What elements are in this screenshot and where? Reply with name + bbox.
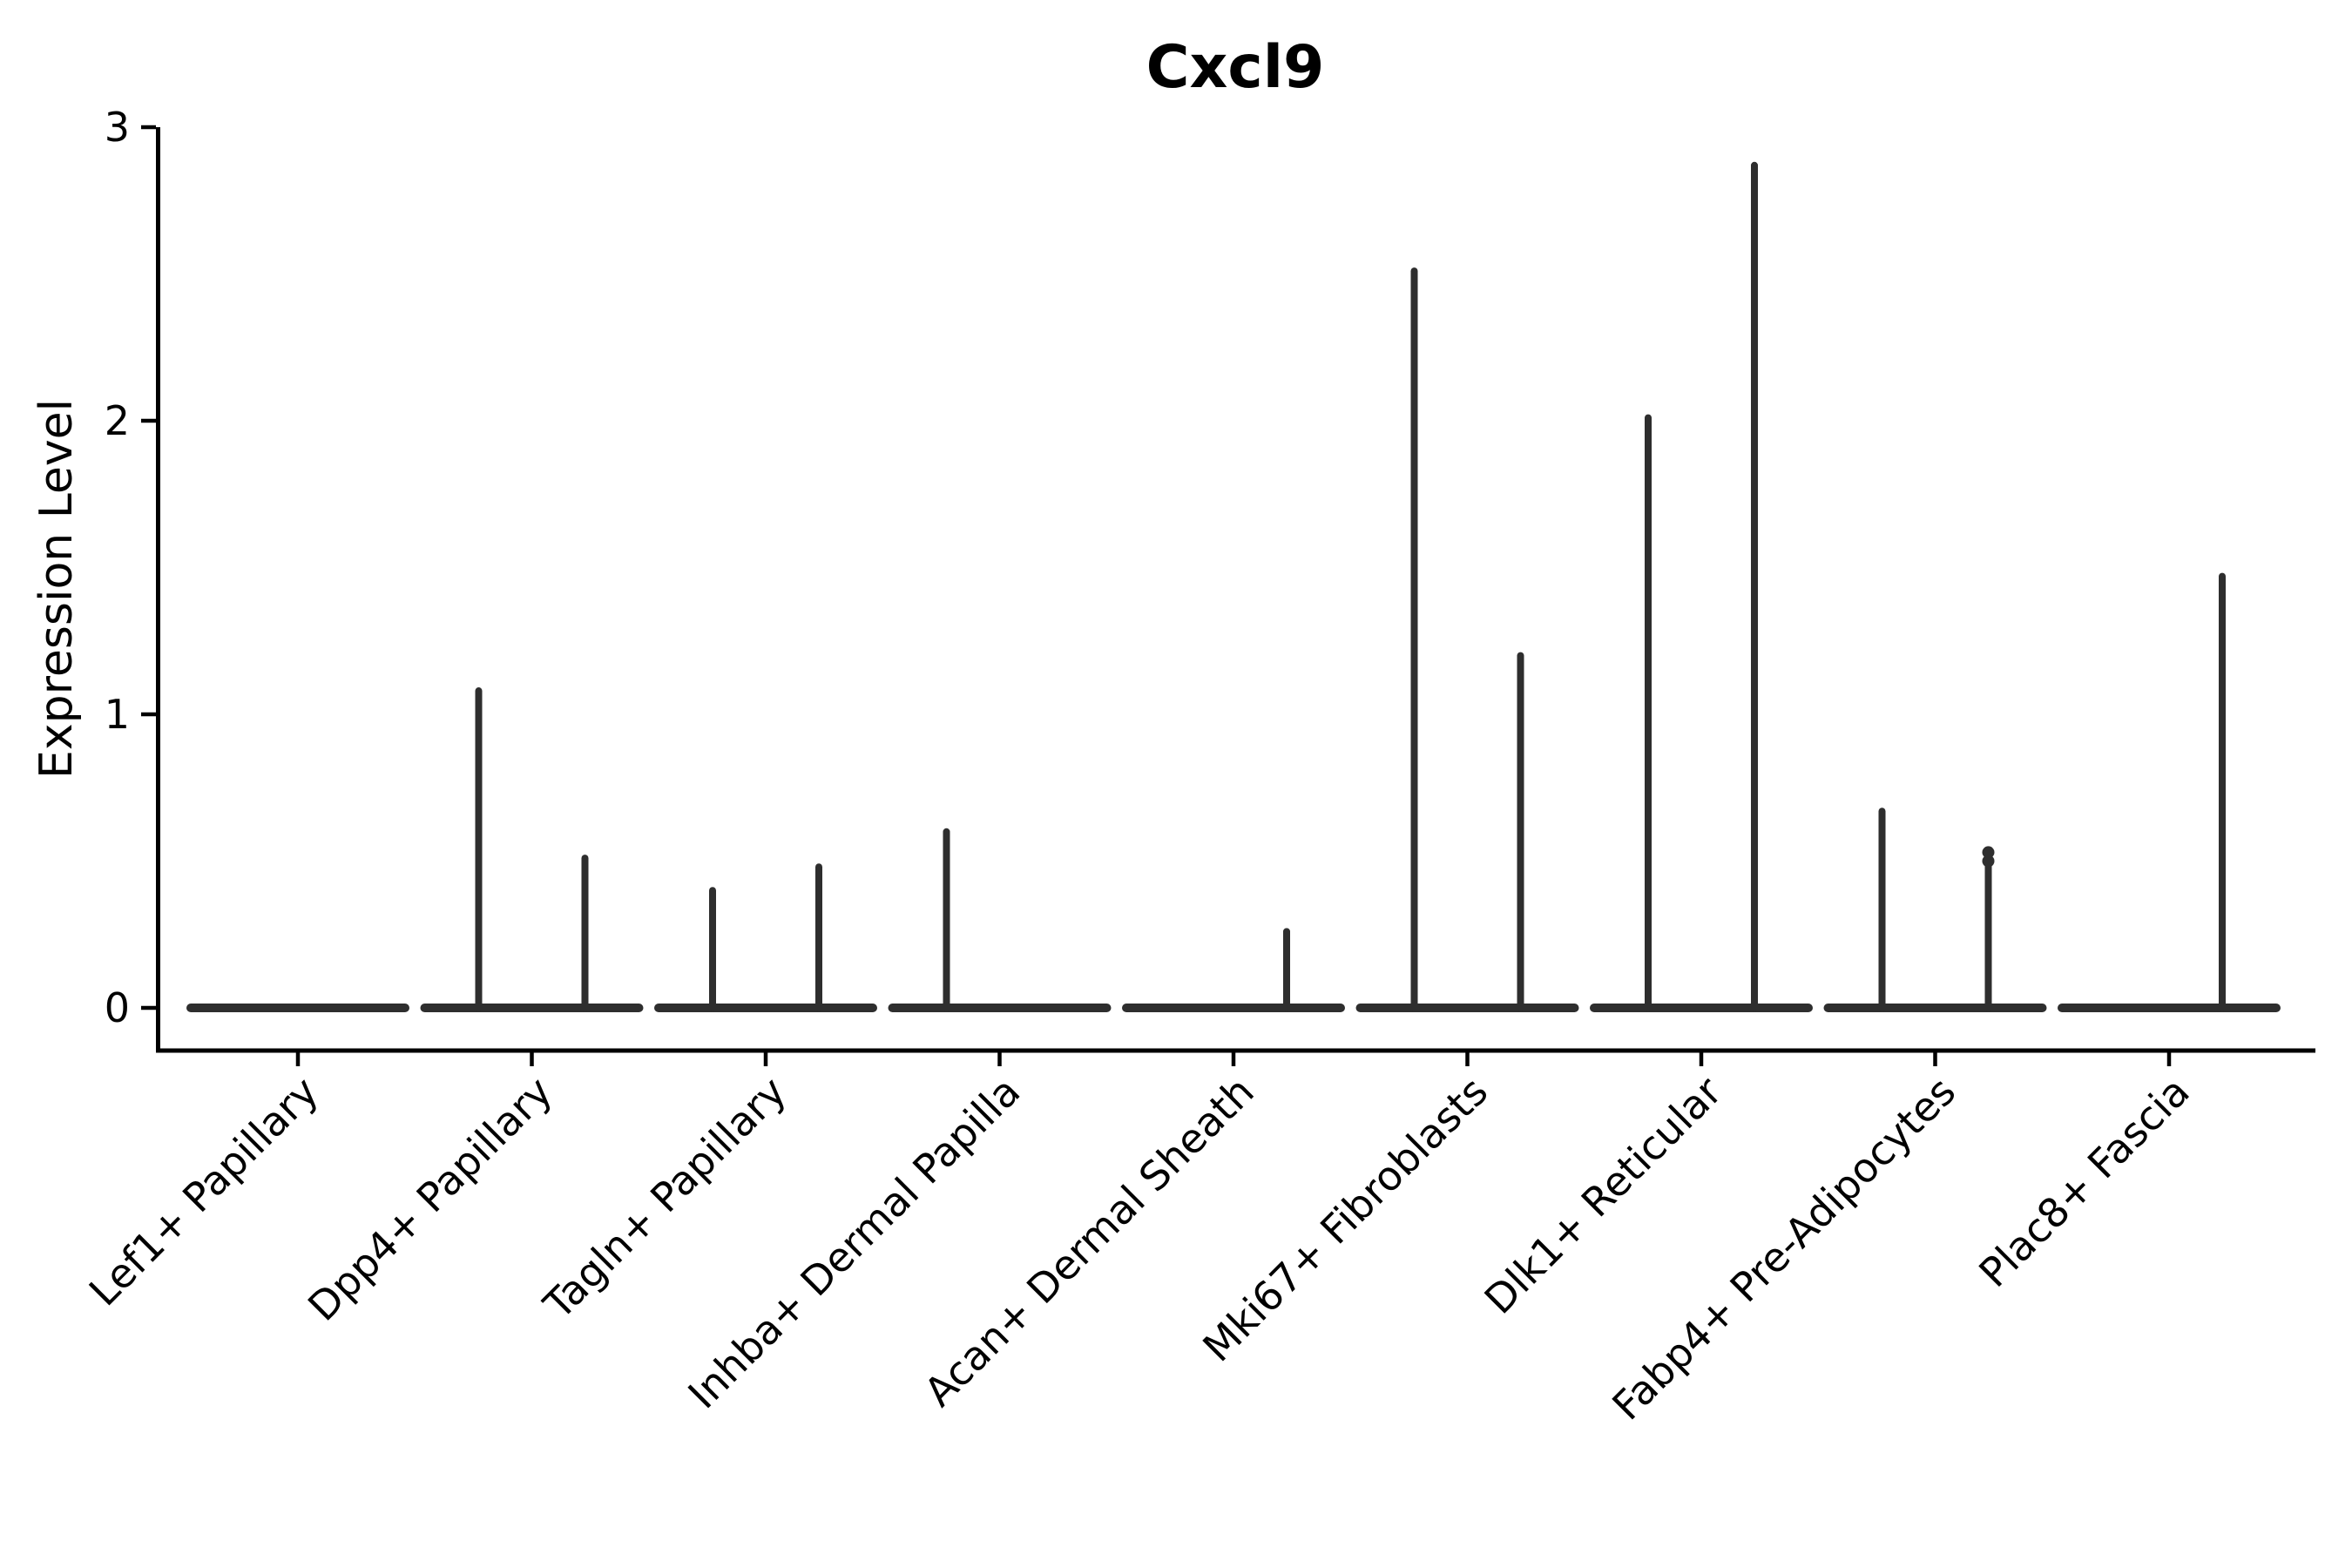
y-tick-label: 0 xyxy=(105,984,130,1031)
violin xyxy=(420,687,644,1012)
x-tick-label: Dpp4+ Papillary xyxy=(299,1068,561,1330)
violin xyxy=(1122,928,1345,1012)
violins xyxy=(186,161,2281,1012)
y-axis-label: Expression Level xyxy=(30,399,83,779)
x-tick-label: Tagln+ Papillary xyxy=(534,1068,795,1329)
chart-title: Cxcl9 xyxy=(1146,33,1325,102)
x-tick-label: Plac8+ Fascia xyxy=(1970,1068,2198,1296)
x-tick-label: Lef1+ Papillary xyxy=(80,1068,328,1315)
violin-spike-bead xyxy=(1982,855,1995,868)
violin xyxy=(1355,267,1579,1012)
y-tick-label: 3 xyxy=(105,104,130,151)
y-tick-label: 1 xyxy=(105,691,130,738)
violin xyxy=(1590,161,1813,1012)
x-tick-label: Dlk1+ Reticular xyxy=(1476,1068,1731,1323)
y-axis-ticks: 0 1 2 3 xyxy=(105,104,156,1031)
y-tick-label: 2 xyxy=(105,397,130,444)
violin xyxy=(2058,572,2281,1012)
violin xyxy=(654,863,877,1012)
violin xyxy=(1823,808,2047,1012)
violin-spike-bead xyxy=(1982,846,1995,859)
violin xyxy=(888,828,1112,1012)
